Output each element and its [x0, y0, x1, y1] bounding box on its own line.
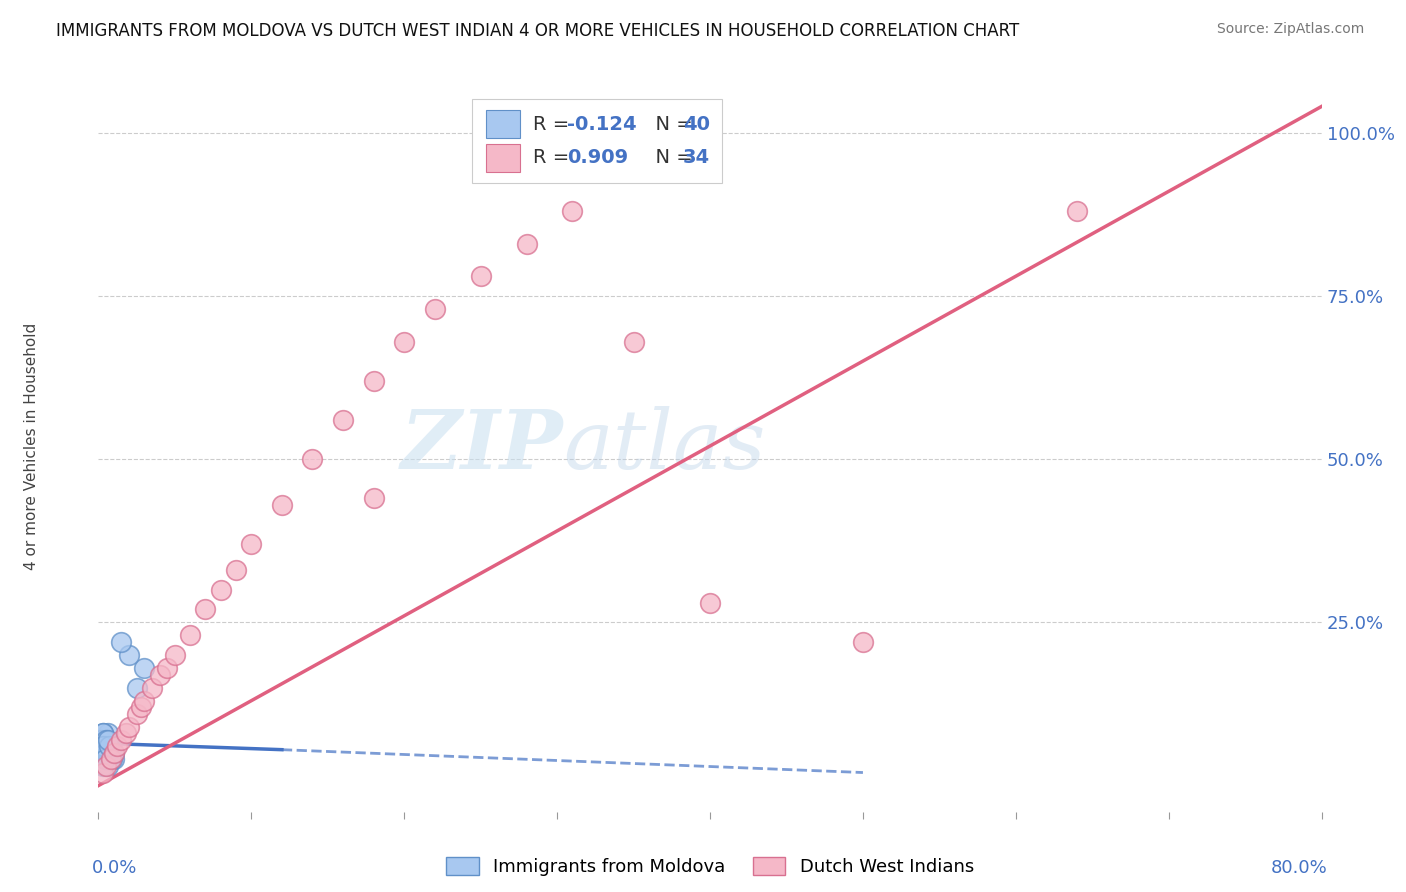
Text: Source: ZipAtlas.com: Source: ZipAtlas.com — [1216, 22, 1364, 37]
Point — [100, 752, 122, 766]
Point — [270, 498, 292, 512]
Point — [93, 739, 115, 754]
Point — [94, 759, 117, 773]
Point — [225, 563, 247, 577]
Point — [98, 752, 121, 766]
Point — [93, 732, 115, 747]
Point — [129, 700, 152, 714]
Point — [240, 537, 263, 551]
Point — [110, 732, 132, 747]
Bar — [486, 111, 520, 138]
Point — [90, 732, 112, 747]
Text: R =: R = — [533, 115, 575, 134]
Bar — [486, 144, 520, 171]
Point — [93, 739, 115, 754]
Point — [209, 582, 232, 597]
Text: atlas: atlas — [564, 406, 766, 486]
Text: R =: R = — [533, 148, 575, 168]
Text: IMMIGRANTS FROM MOLDOVA VS DUTCH WEST INDIAN 4 OR MORE VEHICLES IN HOUSEHOLD COR: IMMIGRANTS FROM MOLDOVA VS DUTCH WEST IN… — [56, 22, 1019, 40]
Point — [100, 746, 122, 760]
Legend: Immigrants from Moldova, Dutch West Indians: Immigrants from Moldova, Dutch West Indi… — [439, 849, 981, 883]
Point — [100, 739, 122, 754]
Point — [100, 746, 122, 760]
Point — [179, 628, 201, 642]
Point — [94, 732, 117, 747]
Point — [110, 635, 132, 649]
Point — [423, 301, 446, 316]
Text: N =: N = — [643, 148, 699, 168]
Point — [91, 726, 114, 740]
Point — [98, 752, 121, 766]
Point — [103, 746, 125, 760]
Point — [103, 752, 125, 766]
Point — [90, 746, 112, 760]
Point — [91, 759, 114, 773]
Text: N =: N = — [643, 115, 699, 134]
Text: 4 or more Vehicles in Household: 4 or more Vehicles in Household — [24, 322, 38, 570]
Text: -0.124: -0.124 — [567, 115, 637, 134]
Point — [97, 726, 120, 740]
Point — [125, 706, 148, 721]
Point — [623, 334, 645, 349]
Point — [125, 681, 148, 695]
Point — [516, 236, 538, 251]
Point — [97, 759, 120, 773]
Point — [141, 681, 163, 695]
Point — [699, 596, 721, 610]
Point — [1066, 203, 1088, 218]
Text: ZIP: ZIP — [401, 406, 564, 486]
Point — [363, 374, 385, 388]
Point — [118, 648, 141, 662]
Point — [97, 732, 120, 747]
Point — [91, 739, 114, 754]
Point — [163, 648, 186, 662]
Point — [94, 732, 117, 747]
Point — [194, 602, 217, 616]
Point — [98, 739, 121, 754]
Point — [91, 726, 114, 740]
Point — [301, 452, 323, 467]
Point — [91, 765, 114, 780]
Text: 40: 40 — [683, 115, 710, 134]
Point — [94, 752, 117, 766]
Point — [332, 413, 354, 427]
Text: 34: 34 — [683, 148, 710, 168]
Text: 0.0%: 0.0% — [93, 859, 138, 877]
Point — [93, 752, 115, 766]
Point — [134, 694, 156, 708]
Point — [392, 334, 416, 349]
Point — [149, 667, 172, 681]
Bar — [471, 99, 723, 183]
Text: 0.909: 0.909 — [567, 148, 628, 168]
Point — [98, 752, 121, 766]
Point — [93, 732, 115, 747]
Point — [115, 726, 138, 740]
Point — [103, 746, 125, 760]
Point — [101, 752, 124, 766]
Point — [101, 746, 124, 760]
Point — [134, 661, 156, 675]
Point — [94, 739, 117, 754]
Point — [118, 720, 141, 734]
Point — [97, 746, 120, 760]
Point — [561, 203, 583, 218]
Point — [97, 752, 120, 766]
Point — [105, 739, 128, 754]
Point — [363, 491, 385, 506]
Point — [156, 661, 179, 675]
Point — [98, 746, 121, 760]
Text: 80.0%: 80.0% — [1271, 859, 1327, 877]
Point — [470, 269, 492, 284]
Point — [91, 739, 114, 754]
Point — [97, 746, 120, 760]
Point — [852, 635, 875, 649]
Point — [100, 746, 122, 760]
Point — [94, 739, 117, 754]
